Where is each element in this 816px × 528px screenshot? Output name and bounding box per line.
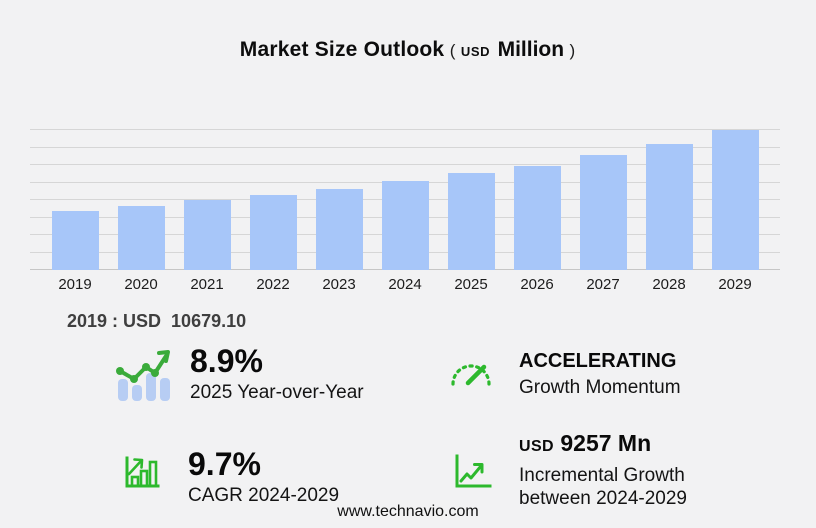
x-tick-label: 2025 bbox=[454, 276, 488, 293]
bar-2028 bbox=[645, 144, 693, 270]
bar-slot bbox=[306, 189, 372, 270]
bar-2019 bbox=[51, 211, 99, 270]
stat-incremental-caption-line2: between 2024-2029 bbox=[519, 488, 687, 509]
gridline bbox=[30, 129, 780, 130]
stat-incremental: USD 9257 Mn Incremental Growth between 2… bbox=[519, 430, 687, 510]
x-tick-label: 2022 bbox=[256, 276, 290, 293]
stat-incremental-amount: 9257 Mn bbox=[560, 430, 652, 456]
stat-yoy-value: 8.9% bbox=[190, 343, 263, 379]
x-tick-label: 2020 bbox=[124, 276, 158, 293]
stat-yoy: 8.9% 2025 Year-over-Year bbox=[190, 344, 364, 404]
bar-slot bbox=[504, 165, 570, 270]
bar-2023 bbox=[315, 189, 363, 270]
base-year-value: 2019 : USD 10679.10 bbox=[67, 311, 247, 331]
plot-area bbox=[30, 129, 780, 270]
bar-slot bbox=[240, 195, 306, 270]
x-tick-label: 2019 bbox=[58, 276, 92, 293]
chart-title-close-paren: ) bbox=[569, 41, 576, 60]
stat-momentum: ACCELERATING Growth Momentum bbox=[519, 350, 681, 399]
bar-2025 bbox=[447, 173, 495, 270]
stat-incremental-currency: USD bbox=[519, 438, 554, 455]
x-tick-label: 2024 bbox=[388, 276, 422, 293]
chart-title-currency: USD bbox=[460, 44, 491, 59]
bar-2027 bbox=[579, 155, 627, 270]
gridline bbox=[30, 146, 780, 148]
stat-incremental-caption: Incremental Growth between 2024-2029 bbox=[519, 464, 687, 510]
bar-slot bbox=[702, 130, 768, 270]
chart-title-main: Market Size Outlook bbox=[239, 38, 445, 61]
stat-momentum-caption: Growth Momentum bbox=[519, 377, 681, 398]
bar-slot bbox=[438, 173, 504, 270]
bar-2022 bbox=[249, 195, 297, 270]
x-tick-label: 2026 bbox=[520, 276, 554, 293]
stat-incremental-value: USD 9257 Mn bbox=[519, 430, 687, 460]
bar-2026 bbox=[513, 165, 561, 270]
x-tick-label: 2027 bbox=[586, 276, 620, 293]
website-url: www.technavio.com bbox=[337, 503, 479, 520]
trend-axes-icon bbox=[450, 453, 492, 498]
stat-incremental-caption-line1: Incremental Growth bbox=[519, 465, 685, 486]
chart-title-unit: Million bbox=[497, 38, 565, 61]
bar-slot bbox=[372, 181, 438, 270]
bar-2020 bbox=[117, 205, 165, 270]
bar-trend-icon bbox=[112, 343, 174, 410]
bar-slot bbox=[42, 211, 108, 270]
bar-slot bbox=[636, 144, 702, 270]
bars bbox=[30, 130, 780, 270]
x-tick-label: 2023 bbox=[322, 276, 356, 293]
bar-slot bbox=[174, 200, 240, 270]
bar-slot bbox=[108, 205, 174, 270]
stat-cagr-value: 9.7% bbox=[188, 446, 261, 482]
stat-cagr-caption: CAGR 2024-2029 bbox=[188, 485, 340, 506]
x-tick-label: 2029 bbox=[718, 276, 752, 293]
bar-2024 bbox=[381, 181, 429, 270]
x-tick-label: 2028 bbox=[652, 276, 686, 293]
bar-slot bbox=[570, 155, 636, 270]
x-tick-label: 2021 bbox=[190, 276, 224, 293]
growth-chart-icon bbox=[120, 451, 162, 498]
chart-title-open-paren: ( bbox=[449, 41, 456, 60]
speedometer-icon bbox=[447, 355, 495, 396]
bar-2029 bbox=[711, 130, 759, 270]
stat-momentum-value: ACCELERATING bbox=[519, 350, 677, 372]
bar-2021 bbox=[183, 200, 231, 270]
chart-title: Market Size Outlook ( USD Million ) bbox=[0, 38, 816, 62]
x-axis-labels: 2019 2020 2021 2022 2023 2024 2025 2026 2027 2028… bbox=[30, 276, 780, 293]
gridline bbox=[30, 164, 780, 165]
stat-cagr: 9.7% CAGR 2024-2029 bbox=[188, 447, 339, 507]
stat-yoy-caption: 2025 Year-over-Year bbox=[190, 382, 364, 403]
